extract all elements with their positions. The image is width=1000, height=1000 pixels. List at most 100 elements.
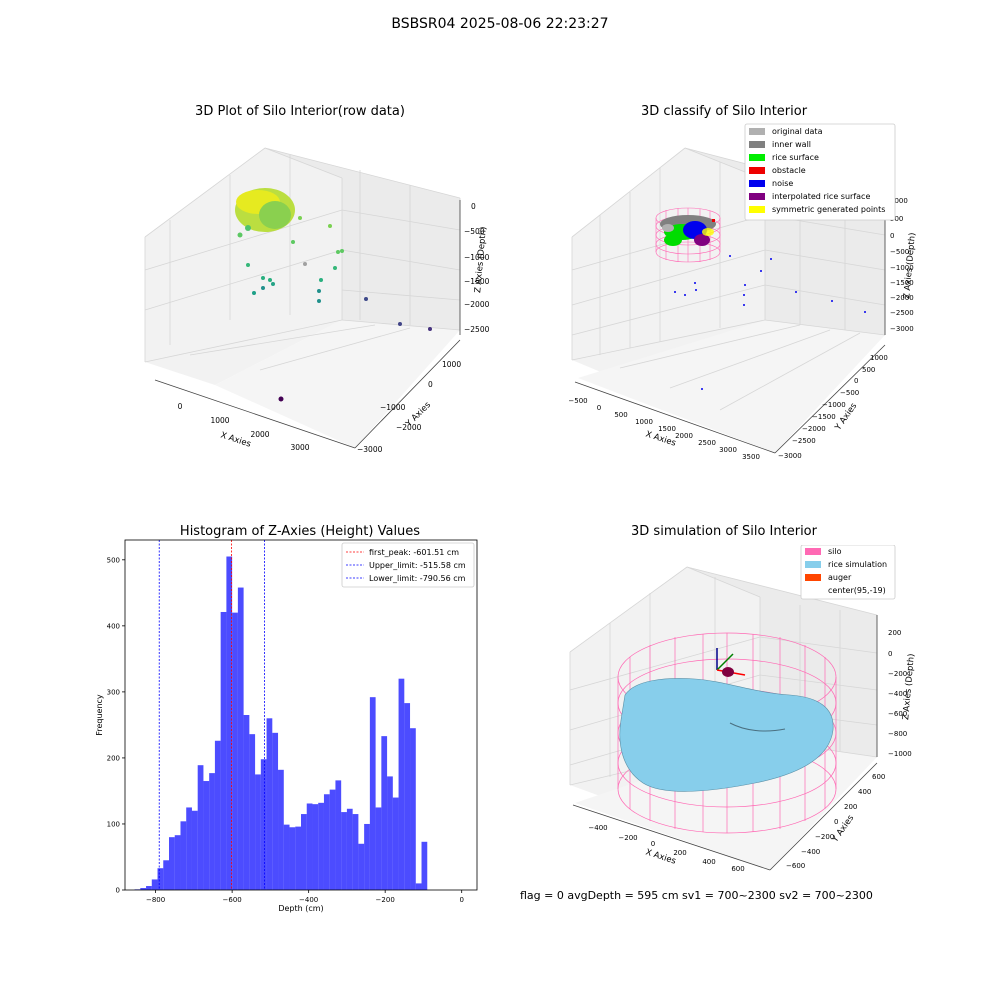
histogram-bar — [341, 812, 347, 890]
histogram-bar — [387, 776, 393, 890]
panel-title-classify: 3D classify of Silo Interior — [640, 104, 808, 119]
histogram-bar — [197, 765, 204, 890]
histogram-y-tick-label: 300 — [107, 688, 120, 696]
classify-y-tick: −3000 — [778, 452, 802, 460]
legend-entry-rice-surface: rice surface — [749, 153, 819, 162]
legend-entry-upper-limit: Upper_limit: -515.58 cm — [346, 561, 466, 570]
raw-z-tick: 0 — [471, 202, 476, 211]
svg-text:obstacle: obstacle — [772, 166, 806, 175]
raw-3d-z-tick-labels: 0 −500 −1000 −1500 −2000 −2500 — [464, 202, 490, 334]
summary-info-line: flag = 0 avgDepth = 595 cm sv1 = 700~230… — [520, 889, 873, 902]
classify-z-axis-label: Z Axies (Depth) — [902, 232, 918, 299]
histogram-bar — [392, 797, 399, 890]
raw-x-tick: 3000 — [290, 443, 309, 452]
histogram-y-tick-label: 200 — [107, 754, 120, 762]
histogram-bar — [163, 860, 169, 890]
histogram-bar — [352, 814, 359, 890]
histogram-bar — [180, 821, 187, 890]
simulation-3d-plot[interactable]: −400 −200 0 200 400 600 X Axies 600 400 … — [555, 545, 925, 875]
histogram-bar — [203, 781, 210, 890]
raw-x-tick: 0 — [178, 402, 183, 411]
panel-title-simulation: 3D simulation of Silo Interior — [631, 524, 817, 539]
classify-3d-plot[interactable]: −500 0 500 1000 1500 2000 2500 3000 3500… — [560, 120, 920, 465]
classify-y-tick: −1500 — [812, 413, 836, 421]
classify-x-tick: 1000 — [635, 418, 653, 426]
classify-x-tick: 3000 — [719, 446, 737, 454]
histogram-bar — [146, 886, 152, 890]
histogram-bar — [214, 740, 221, 890]
simulation-z-tick-labels: 200 0 −200 −400 −600 −800 −1000 — [888, 629, 912, 758]
classify-x-tick: 1500 — [658, 425, 676, 433]
raw-z-tick: −2000 — [464, 300, 490, 309]
raw-y-tick: 0 — [428, 380, 433, 389]
histogram-bar — [169, 837, 175, 890]
raw-3d-plot[interactable]: 0 1000 2000 3000 X Axies 1000 0 −2000 −3… — [130, 130, 490, 470]
classify-3d-z-tick-labels: 1000 500 0 −500 −1000 −1500 −2000 −2500 … — [890, 197, 914, 333]
simulation-legend: silo rice simulation auger center(95,-19… — [800, 545, 896, 600]
histogram-bar — [226, 556, 233, 890]
classify-x-tick: 2000 — [675, 432, 693, 440]
raw-3d-axes-box — [144, 147, 461, 449]
sim-z-tick: −1000 — [888, 750, 912, 758]
histogram-bar — [174, 835, 181, 890]
sim-z-tick: 0 — [888, 650, 892, 658]
sim-x-tick: 600 — [731, 865, 744, 873]
simulation-z-axis-label: Z Axies (Depth) — [901, 653, 917, 720]
histogram-bar — [381, 736, 388, 890]
raw-z-tick: −2500 — [464, 325, 490, 334]
histogram-bar — [151, 879, 158, 890]
simulation-x-tick-labels: −400 −200 0 200 400 600 — [588, 824, 744, 873]
classify-x-tick: 500 — [614, 411, 627, 419]
svg-text:Lower_limit: -790.56 cm: Lower_limit: -790.56 cm — [369, 574, 466, 583]
histogram-bar — [272, 732, 279, 890]
histogram-bar — [364, 823, 370, 890]
legend-entry-center: center(95,-19) — [828, 586, 886, 595]
simulation-auger — [716, 648, 746, 677]
classify-3d-data-points — [655, 207, 866, 390]
raw-y-tick: −2000 — [396, 423, 422, 432]
sim-y-tick: 200 — [844, 803, 857, 811]
histogram-bar — [289, 827, 296, 890]
histogram-chart[interactable]: −800 −600 −400 −200 0 0 100 200 300 400 500 Depth… — [80, 535, 490, 920]
histogram-y-tick-label: 0 — [116, 887, 120, 895]
sim-y-tick: −200 — [815, 833, 834, 841]
classify-y-tick: −500 — [840, 389, 859, 397]
classify-y-tick: −2000 — [802, 425, 826, 433]
histogram-x-axis-label: Depth (cm) — [278, 904, 323, 913]
histogram-x-tick-label: −200 — [376, 896, 395, 904]
histogram-bar — [140, 888, 147, 890]
sim-z-tick: −800 — [888, 730, 907, 738]
classify-z-tick: −1000 — [890, 264, 914, 272]
legend-entry-noise: noise — [749, 179, 793, 188]
legend-entry-interpolated-rice-surface: interpolated rice surface — [749, 192, 870, 201]
sim-x-tick: 0 — [651, 840, 655, 848]
histogram-bar — [415, 883, 422, 890]
histogram-bar — [358, 843, 365, 890]
histogram-bar — [232, 612, 238, 890]
panel-title-raw: 3D Plot of Silo Interior(row data) — [195, 104, 405, 119]
histogram-x-tick-label: −600 — [223, 896, 242, 904]
histogram-y-tick-label: 500 — [107, 556, 120, 564]
histogram-bar — [410, 728, 416, 890]
svg-text:noise: noise — [772, 179, 793, 188]
svg-text:rice surface: rice surface — [772, 153, 819, 162]
histogram-x-tick-label: 0 — [459, 896, 463, 904]
raw-x-tick: 1000 — [210, 416, 229, 425]
histogram-bar — [301, 814, 307, 890]
histogram-bars — [134, 556, 428, 890]
classify-z-tick: 500 — [890, 215, 903, 223]
sim-y-tick: 400 — [858, 788, 871, 796]
classify-z-tick: −2500 — [890, 309, 914, 317]
classify-z-tick: −2000 — [890, 294, 914, 302]
classify-y-tick: 0 — [854, 377, 858, 385]
histogram-bar — [191, 810, 198, 890]
sim-y-tick: 600 — [872, 773, 885, 781]
raw-y-tick: −3000 — [357, 445, 383, 454]
svg-text:silo: silo — [828, 547, 842, 556]
sim-x-tick: −400 — [588, 824, 607, 832]
raw-y-tick: −1000 — [380, 403, 406, 412]
classify-3d-x-tick-labels: −500 0 500 1000 1500 2000 2500 3000 3500 — [568, 397, 760, 461]
histogram-y-ticks: 0 100 200 300 400 500 — [107, 556, 125, 895]
histogram-bar — [255, 774, 261, 890]
histogram-bar — [249, 734, 256, 890]
